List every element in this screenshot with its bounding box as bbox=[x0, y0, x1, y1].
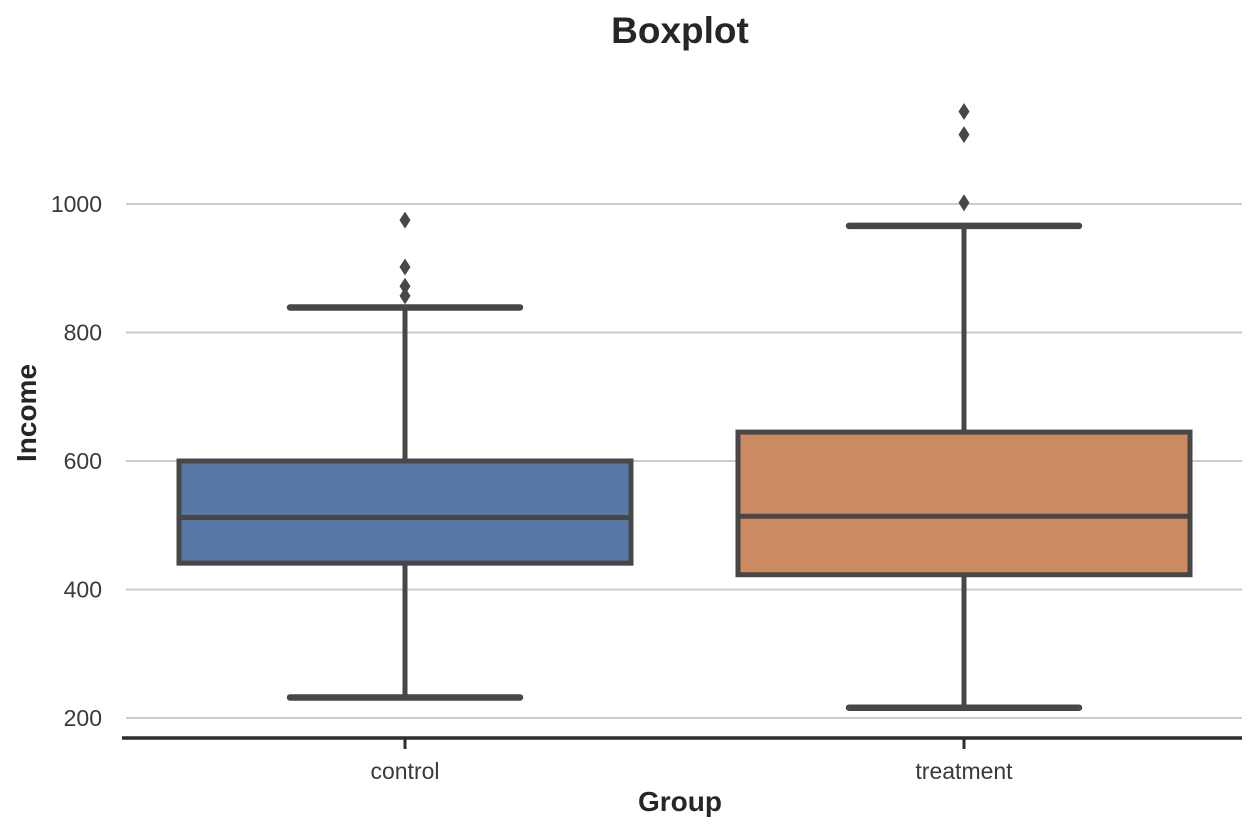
box-treatment bbox=[735, 429, 1193, 578]
y-tick-label: 800 bbox=[64, 320, 102, 346]
x-tick-label: treatment bbox=[915, 758, 1013, 784]
x-axis-label: Group bbox=[638, 786, 722, 817]
y-tick-label: 1000 bbox=[51, 191, 102, 217]
outlier-point bbox=[399, 287, 411, 305]
chart-title: Boxplot bbox=[611, 10, 749, 51]
outlier-point bbox=[958, 194, 970, 212]
outlier-point bbox=[958, 102, 970, 120]
y-tick-label: 400 bbox=[64, 577, 102, 603]
outlier-point bbox=[399, 211, 411, 229]
y-tick-label: 600 bbox=[64, 448, 102, 474]
y-tick-label: 200 bbox=[64, 705, 102, 731]
outlier-point bbox=[399, 258, 411, 276]
outlier-point bbox=[399, 277, 411, 295]
box-control bbox=[176, 458, 634, 566]
outlier-point bbox=[958, 126, 970, 144]
x-tick-label: control bbox=[370, 758, 439, 784]
